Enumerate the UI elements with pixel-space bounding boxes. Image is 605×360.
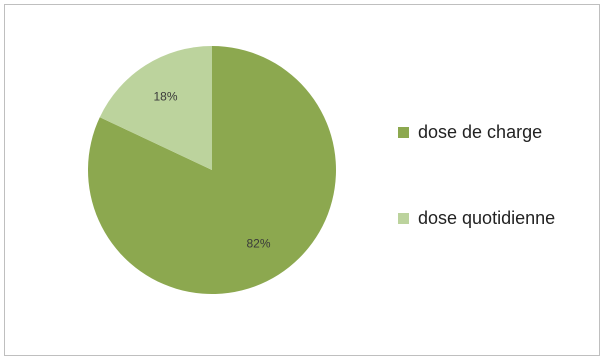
legend-item-dose-de-charge: dose de charge xyxy=(398,118,555,146)
legend-label-dose-quotidienne: dose quotidienne xyxy=(418,207,556,228)
legend-item-dose-quotidienne: dose quotidienne xyxy=(398,204,555,232)
legend: dose de charge dose quotidienne xyxy=(398,118,555,232)
legend-swatch-dose-quotidienne xyxy=(398,212,409,224)
pie-slice-dose-quotidienne xyxy=(99,46,212,170)
legend-swatch-dose-de-charge xyxy=(398,126,409,138)
data-label-dose-de-charge: 82% xyxy=(246,236,270,250)
data-label-dose-quotidienne: 18% xyxy=(153,90,177,104)
legend-label-dose-de-charge: dose de charge xyxy=(418,121,543,142)
